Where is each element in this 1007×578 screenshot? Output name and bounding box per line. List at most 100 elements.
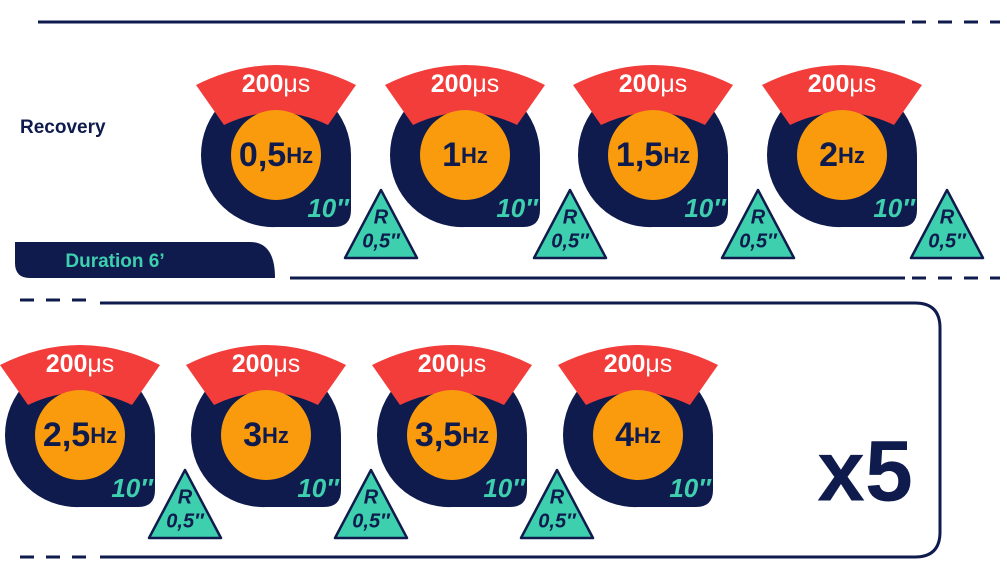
frequency-disc [797, 110, 887, 200]
pulse: 200μs [808, 70, 877, 98]
time: 10″ [483, 473, 526, 503]
repeat: x5 [817, 424, 913, 520]
frequency-value: 4 [615, 416, 634, 454]
frame [20, 20, 1000, 559]
frequency: 3,5Hz [415, 416, 489, 454]
frequency-disc [608, 110, 698, 200]
frequency: 0,5Hz [239, 136, 313, 174]
pulse-unit: μs [459, 350, 486, 378]
pulse-value: 200 [232, 350, 274, 378]
frequency: 4Hz [615, 416, 661, 454]
pulse: 200μs [604, 350, 673, 378]
pulse-value: 200 [604, 350, 646, 378]
frequency-unit: Hz [90, 423, 117, 448]
frequency: 2Hz [819, 136, 865, 174]
time: 10″ [297, 473, 340, 503]
pulse-unit: μs [273, 350, 300, 378]
rest-time: 0,5″ [362, 230, 401, 252]
rest-time: 0,5″ [551, 230, 590, 252]
rest-time: 0,5″ [739, 230, 778, 252]
frequency-disc [420, 110, 510, 200]
rest-time: 0,5″ [352, 510, 391, 532]
frequency-unit: Hz [286, 143, 313, 168]
pulse-unit: μs [283, 70, 310, 98]
pulse-cap [186, 345, 346, 405]
pulse: 200μs [431, 70, 500, 98]
pulse-unit: μs [645, 350, 672, 378]
step: 200μs 1Hz 10″ R0,5″ [385, 65, 608, 260]
frequency-unit: Hz [838, 143, 865, 168]
rest-label: R [178, 486, 193, 508]
rest-label: R [374, 206, 389, 228]
pulse-cap [558, 345, 718, 405]
duration: Duration 6’ [65, 251, 164, 272]
frequency: 3Hz [243, 416, 289, 454]
pulse: 200μs [418, 350, 487, 378]
pulse-unit: μs [87, 350, 114, 378]
frequency-disc [35, 390, 125, 480]
rest-label: R [563, 206, 578, 228]
step: 200μs 2Hz 10″ R0,5″ [762, 65, 985, 260]
pulse-cap [385, 65, 545, 125]
step: 200μs 2,5Hz 10″ R0,5″ [0, 345, 223, 540]
rest-time: 0,5″ [538, 510, 577, 532]
pulse-unit: μs [472, 70, 499, 98]
step: 200μs 3Hz 10″ R0,5″ [186, 345, 409, 540]
frequency-value: 0,5 [239, 136, 286, 174]
frequency-disc [221, 390, 311, 480]
frequency-unit: Hz [262, 423, 289, 448]
frequency-value: 2 [819, 136, 838, 174]
frequency-value: 1,5 [616, 136, 663, 174]
pulse-value: 200 [808, 70, 850, 98]
time: 10″ [669, 473, 712, 503]
rest-triangle [720, 188, 796, 260]
frequency-unit: Hz [461, 143, 488, 168]
pulse-cap [762, 65, 922, 125]
time: 10″ [496, 193, 539, 223]
pulse: 200μs [242, 70, 311, 98]
frequency-value: 2,5 [43, 416, 90, 454]
rest-triangle [909, 188, 985, 260]
time: 10″ [307, 193, 350, 223]
frequency-unit: Hz [634, 423, 661, 448]
frequency: 1Hz [442, 136, 488, 174]
rest-triangle [343, 188, 419, 260]
label: Recovery [20, 117, 106, 138]
frequency-value: 3,5 [415, 416, 462, 454]
frequency-value: 1 [442, 136, 461, 174]
pulse-cap [0, 345, 160, 405]
pulse-unit: μs [660, 70, 687, 98]
rest-triangle [532, 188, 608, 260]
pulse: 200μs [619, 70, 688, 98]
frequency-disc [407, 390, 497, 480]
rest-time: 0,5″ [166, 510, 205, 532]
rest-label: R [751, 206, 766, 228]
frequency: 2,5Hz [43, 416, 117, 454]
rest-label: R [364, 486, 379, 508]
frequency-disc [231, 110, 321, 200]
pulse-value: 200 [242, 70, 284, 98]
step: 200μs 0,5Hz 10″ R0,5″ [196, 65, 419, 260]
time: 10″ [873, 193, 916, 223]
rest-label: R [940, 206, 955, 228]
pulse-cap [372, 345, 532, 405]
duration-pill [15, 242, 275, 278]
time: 10″ [111, 473, 154, 503]
pulse-value: 200 [619, 70, 661, 98]
frequency-disc [593, 390, 683, 480]
step: 200μs 1,5Hz 10″ R0,5″ [573, 65, 796, 260]
frequency: 1,5Hz [616, 136, 690, 174]
frequency-value: 3 [243, 416, 262, 454]
frequency-unit: Hz [663, 143, 690, 168]
pulse-value: 200 [431, 70, 473, 98]
pulse-value: 200 [46, 350, 88, 378]
rest-label: R [550, 486, 565, 508]
step: 200μs 3,5Hz 10″ R0,5″ [372, 345, 595, 540]
time: 10″ [684, 193, 727, 223]
pulse-unit: μs [849, 70, 876, 98]
pulse-cap [196, 65, 356, 125]
rest-triangle [147, 468, 223, 540]
rest-triangle [333, 468, 409, 540]
